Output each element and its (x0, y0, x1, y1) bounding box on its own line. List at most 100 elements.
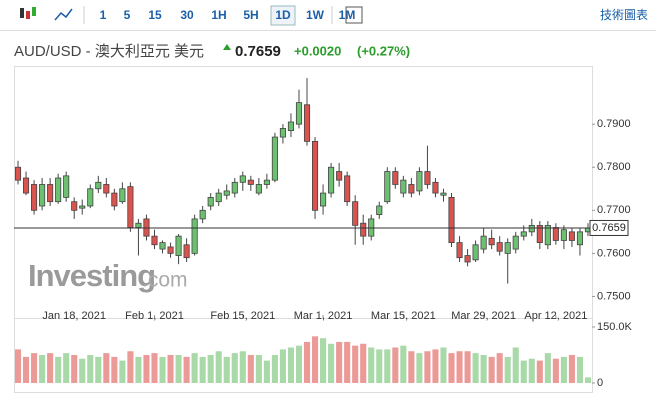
x-tick-label: Feb 15, 2021 (210, 310, 275, 322)
volume-bar (55, 356, 62, 383)
candle-body (544, 224, 551, 246)
candle-body (504, 242, 511, 254)
interval-button[interactable]: 1W (306, 8, 325, 22)
candle-body (215, 192, 222, 203)
candle-body (360, 222, 367, 237)
candle-body (199, 209, 206, 220)
volume-bar (584, 377, 592, 383)
technical-link[interactable]: 技術圖表 (600, 8, 648, 22)
candle-body (384, 171, 391, 203)
candle-body (135, 222, 142, 228)
candle-body (247, 179, 254, 185)
volume-bar (464, 351, 471, 383)
candle-body (47, 184, 54, 203)
candle-body (127, 186, 134, 228)
candle-body (167, 246, 174, 254)
active-interval (270, 5, 296, 26)
candle-body (560, 229, 567, 241)
candle-body (536, 224, 543, 244)
volume-bar (336, 341, 343, 383)
interval-button[interactable]: 30 (180, 8, 194, 22)
candle-body (456, 242, 463, 259)
candle-body (63, 175, 70, 198)
volume-tick-label: 0 (597, 377, 603, 389)
interval-button[interactable]: 1 (100, 8, 107, 22)
candle-body (303, 104, 311, 142)
volume-bar (63, 353, 70, 383)
candle-body (311, 140, 319, 211)
volume-bar (400, 345, 407, 383)
candle-body (287, 121, 295, 132)
volume-bar (103, 353, 110, 383)
volume-bar (311, 336, 319, 383)
volume-bar (287, 347, 295, 383)
interval-button[interactable]: 1D (275, 8, 291, 22)
candle-body (520, 231, 527, 237)
volume-bar (279, 349, 286, 383)
x-tick-label: Mar 15, 2021 (371, 310, 436, 322)
volume-bar (167, 354, 174, 383)
settings-icon[interactable] (345, 6, 363, 24)
volume-bar (320, 338, 327, 383)
volume-bar (159, 356, 166, 383)
volume-bar (79, 358, 86, 383)
volume-bar (231, 353, 238, 383)
candle-body (183, 244, 190, 259)
volume-bar (175, 354, 182, 383)
volume-bar (504, 356, 511, 383)
candle-body (159, 242, 166, 250)
volume-bar (576, 356, 584, 383)
candle-body (552, 227, 559, 241)
symbol: AUD/USD - 澳大利亞元 美元 (14, 43, 204, 60)
line-icon[interactable] (54, 8, 73, 21)
interval-button[interactable]: 1M (339, 8, 356, 22)
volume-bar (448, 353, 455, 383)
candle-body (344, 175, 351, 203)
volume-bar (568, 354, 575, 383)
candle-body (320, 192, 327, 207)
volume-bar (440, 347, 447, 383)
interval-button[interactable]: 15 (148, 8, 162, 22)
volume-bar (360, 343, 367, 383)
volume-bar (295, 345, 303, 383)
interval-button[interactable]: 5 (124, 8, 131, 22)
candle-body (71, 201, 78, 211)
candle-icon[interactable] (20, 7, 36, 19)
toolbar (0, 0, 656, 30)
candle-body (432, 181, 439, 194)
candle-body (175, 235, 182, 256)
volume-bar (199, 356, 206, 383)
volume-bar (255, 354, 262, 383)
volume-bar (143, 354, 150, 383)
volume-bar (512, 347, 519, 383)
volume-bar (191, 353, 198, 383)
interval-button[interactable]: 1H (211, 8, 226, 22)
x-tick-label: Apr 12, 2021 (524, 310, 587, 322)
volume-bar (183, 356, 190, 383)
volume-bar (223, 356, 230, 383)
candle-body (95, 181, 102, 190)
candle-body (496, 242, 503, 252)
candle-body (103, 184, 110, 194)
candle-body (263, 179, 270, 185)
volume-bar (480, 354, 487, 383)
volume-bar (560, 356, 567, 383)
volume-bar (87, 354, 94, 383)
volume-tick-label: 150.0K (597, 321, 633, 333)
volume-bar (520, 360, 527, 383)
candle-body (408, 184, 415, 194)
volume-bar (408, 351, 415, 383)
candle-body (512, 235, 519, 250)
volume-bar (71, 354, 78, 383)
candle-body (336, 171, 343, 181)
interval-button[interactable]: 5H (243, 8, 258, 22)
candle-body (22, 177, 30, 194)
candle-body (472, 244, 479, 261)
candle-body (255, 184, 262, 194)
candle-body (528, 224, 535, 233)
candle-body (151, 235, 158, 246)
volume-bar (22, 356, 30, 383)
candle-body (31, 184, 38, 211)
up-arrow (223, 44, 231, 50)
